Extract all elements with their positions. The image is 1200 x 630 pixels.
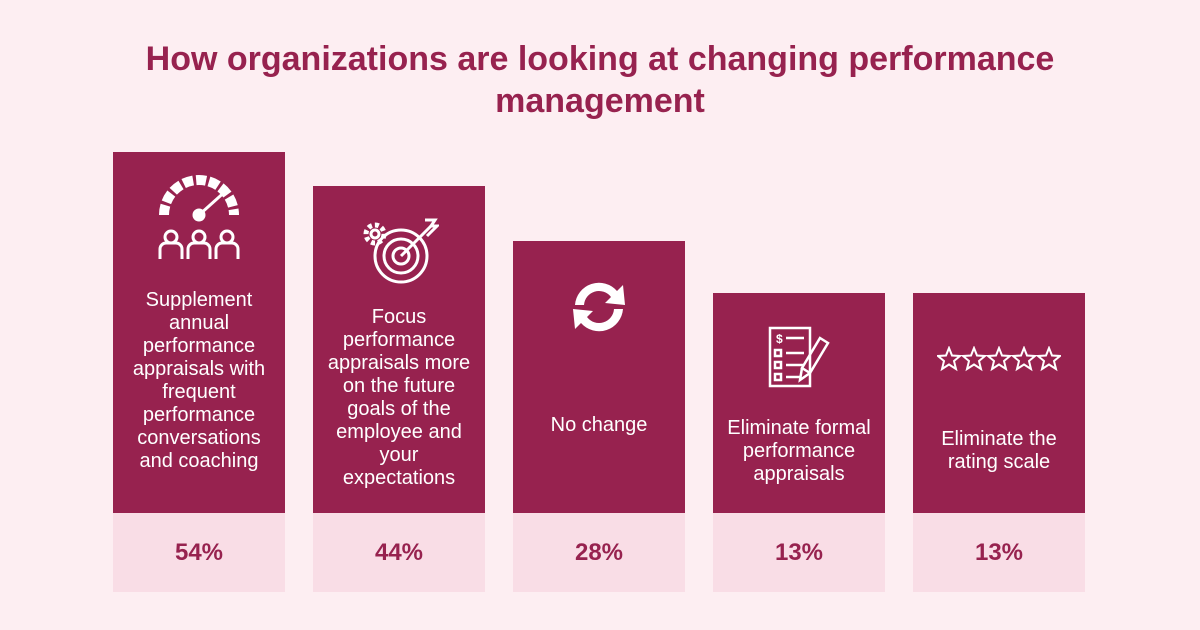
bar: Supplement annual performance appraisals… xyxy=(113,152,285,513)
icon-slot xyxy=(937,315,1061,403)
column: Supplement annual performance appraisals… xyxy=(113,152,285,592)
bar-label: Focus performance appraisals more on the… xyxy=(327,305,471,489)
value-label: 13% xyxy=(713,513,885,592)
bar: No change xyxy=(513,241,685,513)
value-label: 28% xyxy=(513,513,685,592)
bar: $ Eliminate formal performance appraisal… xyxy=(713,293,885,513)
icon-slot xyxy=(156,174,242,262)
bar-label: Eliminate the rating scale xyxy=(941,428,1057,473)
icon-slot: $ xyxy=(764,315,834,403)
value-label: 54% xyxy=(113,513,285,592)
icon-checklist: $ xyxy=(768,326,830,388)
column: Eliminate the rating scale 13% xyxy=(913,293,1085,592)
bar: Focus performance appraisals more on the… xyxy=(313,186,485,513)
column: $ Eliminate formal performance appraisal… xyxy=(713,293,885,592)
value-label: 44% xyxy=(313,513,485,592)
icon-slot xyxy=(359,208,439,296)
bar: Eliminate the rating scale xyxy=(913,293,1085,513)
icon-coaching xyxy=(158,175,240,259)
bar-label: Eliminate formal performance appraisals xyxy=(727,416,871,485)
icon-slot xyxy=(567,263,631,351)
icon-refresh xyxy=(573,283,625,332)
icon-target xyxy=(363,218,439,284)
svg-text:$: $ xyxy=(776,332,783,346)
chart-title: How organizations are looking at changin… xyxy=(145,40,1055,120)
value-label: 13% xyxy=(913,513,1085,592)
column: Focus performance appraisals more on the… xyxy=(313,186,485,592)
bar-label: Supplement annual performance appraisals… xyxy=(132,288,266,472)
icon-stars xyxy=(937,346,1061,372)
column: No change 28% xyxy=(513,241,685,592)
bar-label: No change xyxy=(550,413,648,436)
